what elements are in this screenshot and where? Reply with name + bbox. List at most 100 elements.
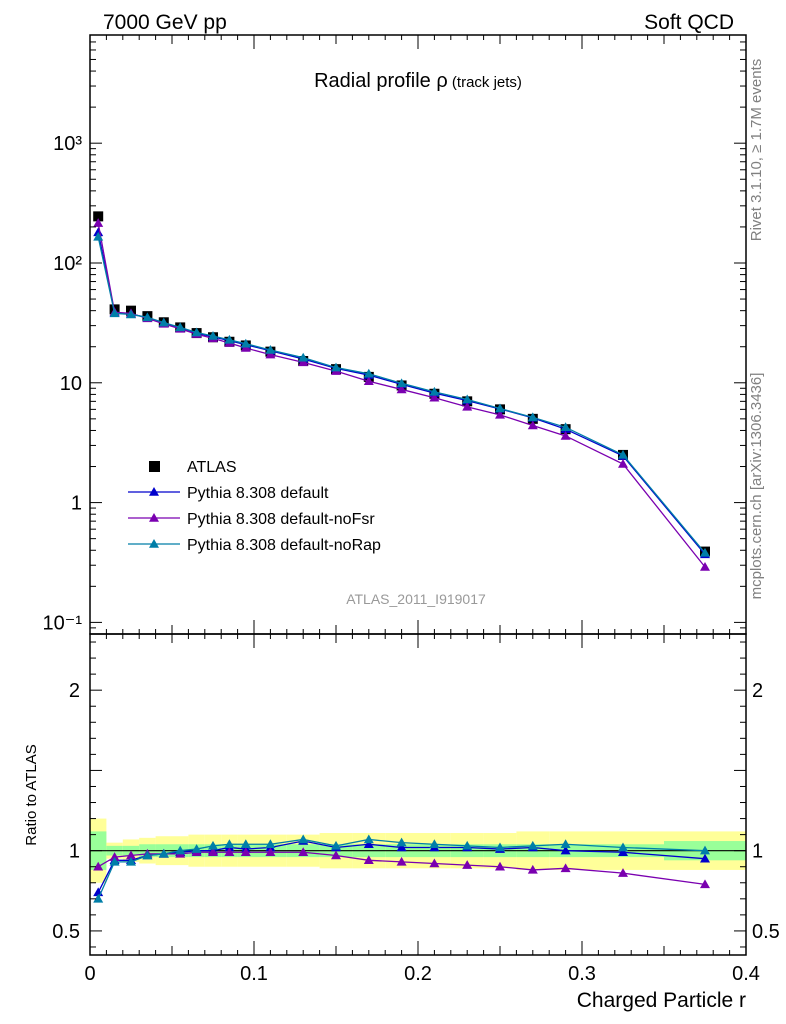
rivet-version-label: Rivet 3.1.10, ≥ 1.7M events	[748, 59, 765, 242]
ratio-marker-noRap	[158, 848, 169, 858]
y-tick-label-ratio-right: 2	[752, 680, 763, 702]
ratio-marker-noRap	[240, 839, 251, 849]
ratio-marker-noRap	[93, 893, 104, 903]
series-marker-noFsr	[429, 392, 440, 402]
series-marker-noRap	[142, 312, 153, 322]
series-marker-noRap	[208, 330, 218, 340]
ratio-marker-noRap	[560, 839, 571, 849]
series-marker-noRap	[331, 362, 341, 372]
legend-marker-atlas	[149, 461, 160, 472]
series-marker-noFsr	[363, 376, 374, 386]
header-right-label: Soft QCD	[644, 11, 734, 34]
ratio-marker-noRap	[208, 840, 218, 850]
header-left-label: 7000 GeV pp	[103, 11, 227, 34]
x-axis-label: Charged Particle r	[577, 989, 746, 1012]
ratio-plot-series	[93, 834, 710, 903]
mcplots-label: mcplots.cern.ch [arXiv:1306.3436]	[748, 373, 765, 600]
ratio-marker-noRap	[331, 840, 341, 850]
series-marker-noRap	[191, 327, 202, 337]
ratio-marker-noRap	[462, 840, 473, 850]
legend-label: Pythia 8.308 default-noRap	[187, 537, 381, 554]
ratio-marker-noFsr	[527, 864, 538, 874]
series-marker-noRap	[265, 344, 276, 354]
x-tick-label: 0.2	[404, 963, 432, 985]
series-marker-noFsr	[462, 401, 473, 411]
ratio-marker-noFsr	[109, 852, 120, 861]
ratio-marker-noFsr	[93, 861, 104, 871]
series-marker-noRap	[495, 403, 505, 413]
ratio-marker-default	[396, 842, 407, 852]
x-tick-label: 0.1	[240, 963, 268, 985]
ratio-marker-noFsr	[618, 868, 628, 877]
ratio-uncertainty-bands	[90, 818, 746, 883]
series-marker-noFsr	[700, 561, 710, 571]
ratio-marker-default	[363, 839, 374, 849]
ratio-marker-default	[700, 853, 710, 863]
ratio-marker-noFsr	[298, 847, 309, 857]
ratio-marker-noFsr	[265, 847, 276, 857]
series-marker-noFsr	[265, 349, 276, 359]
series-marker-noFsr	[93, 218, 104, 227]
series-marker-noFsr	[618, 458, 628, 468]
ratio-marker-noRap	[363, 834, 374, 844]
ratio-marker-noRap	[429, 839, 440, 849]
series-marker-noFsr	[560, 430, 571, 440]
ratio-marker-noFsr	[126, 850, 136, 860]
ratio-marker-noRap	[224, 839, 235, 849]
legend-marker-noFsr	[149, 513, 159, 522]
series-line-noFsr	[97, 223, 706, 568]
y-axis-label-ratio: Ratio to ATLAS	[23, 744, 40, 845]
ratio-marker-noRap	[175, 845, 186, 855]
y-tick-label-ratio: 1	[69, 841, 80, 863]
series-marker-noRap	[224, 334, 235, 344]
legend-marker-noRap	[149, 539, 159, 548]
y-tick-label-main: 10³	[53, 133, 82, 155]
y-tick-label-main: 10⁻¹	[43, 612, 83, 634]
ratio-marker-noRap	[109, 856, 120, 866]
series-line-default	[97, 232, 706, 555]
ratio-line-noFsr	[97, 851, 706, 886]
legend-marker-default	[149, 487, 159, 496]
ratio-line-noRap	[97, 838, 706, 900]
y-tick-label-ratio-right: 1	[752, 841, 763, 863]
series-marker-noFsr	[495, 409, 505, 419]
series-marker-noRap	[429, 386, 440, 396]
plot-title-symbol: ρ	[436, 70, 447, 92]
series-line-noRap	[97, 236, 706, 554]
plot-title-sub: (track jets)	[448, 74, 522, 91]
series-marker-noRap	[560, 422, 571, 432]
series-marker-noFsr	[396, 384, 407, 394]
ratio-marker-noFsr	[363, 855, 374, 865]
ratio-marker-noFsr	[396, 856, 407, 866]
series-marker-noRap	[363, 368, 374, 378]
y-tick-label-main: 10²	[53, 253, 82, 275]
series-marker-noRap	[462, 394, 473, 404]
plot-title: Radial profile ρ (track jets)	[314, 70, 522, 92]
legend-label: Pythia 8.308 default	[187, 485, 329, 502]
series-marker-noRap	[93, 231, 104, 241]
y-tick-label-main: 10	[60, 373, 82, 395]
ratio-marker-noFsr	[331, 850, 341, 860]
series-marker-noRap	[175, 322, 186, 332]
ratio-marker-noRap	[618, 842, 628, 852]
ratio-marker-noFsr	[240, 847, 251, 857]
ratio-marker-noRap	[527, 840, 538, 850]
ratio-marker-noFsr	[208, 847, 218, 857]
x-tick-label: 0	[84, 963, 95, 985]
series-marker-noRap	[298, 352, 309, 362]
ratio-marker-noFsr	[462, 860, 473, 869]
y-tick-label-ratio: 2	[69, 680, 80, 702]
legend: ATLAS Pythia 8.308 default Pythia 8.308 de…	[128, 459, 381, 554]
ratio-marker-noRap	[126, 856, 136, 866]
series-marker-noRap	[126, 309, 136, 319]
series-marker-noRap	[158, 317, 169, 327]
ratio-marker-noRap	[142, 850, 153, 860]
ratio-marker-noRap	[191, 844, 202, 853]
ratio-marker-noFsr	[495, 861, 505, 871]
ratio-marker-noRap	[396, 837, 407, 847]
ratio-marker-default	[560, 845, 571, 855]
legend-label: Pythia 8.308 default-noFsr	[187, 511, 375, 528]
ratio-marker-default	[618, 847, 628, 857]
y-tick-label-ratio-right: 0.5	[752, 921, 780, 943]
